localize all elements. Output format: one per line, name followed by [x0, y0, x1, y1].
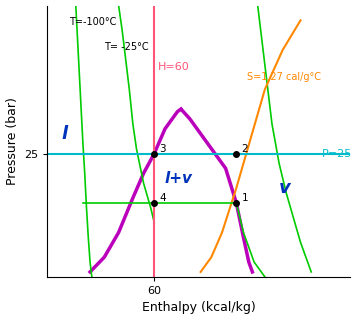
- Text: 1: 1: [242, 193, 248, 204]
- Text: P=25: P=25: [322, 149, 352, 159]
- Text: l: l: [62, 125, 68, 143]
- Text: 3: 3: [159, 144, 166, 154]
- Text: T=-100°C: T=-100°C: [69, 17, 116, 27]
- Text: l+v: l+v: [165, 171, 193, 186]
- Text: v: v: [279, 179, 291, 197]
- Text: H=60: H=60: [158, 62, 190, 72]
- Y-axis label: Pressure (bar): Pressure (bar): [5, 97, 19, 185]
- Text: S=1.27 cal/g°C: S=1.27 cal/g°C: [247, 72, 321, 82]
- Text: 4: 4: [159, 193, 166, 204]
- X-axis label: Enthalpy (kcal/kg): Enthalpy (kcal/kg): [142, 301, 256, 315]
- Text: 2: 2: [242, 144, 248, 154]
- Text: T= -25°C: T= -25°C: [104, 42, 149, 52]
